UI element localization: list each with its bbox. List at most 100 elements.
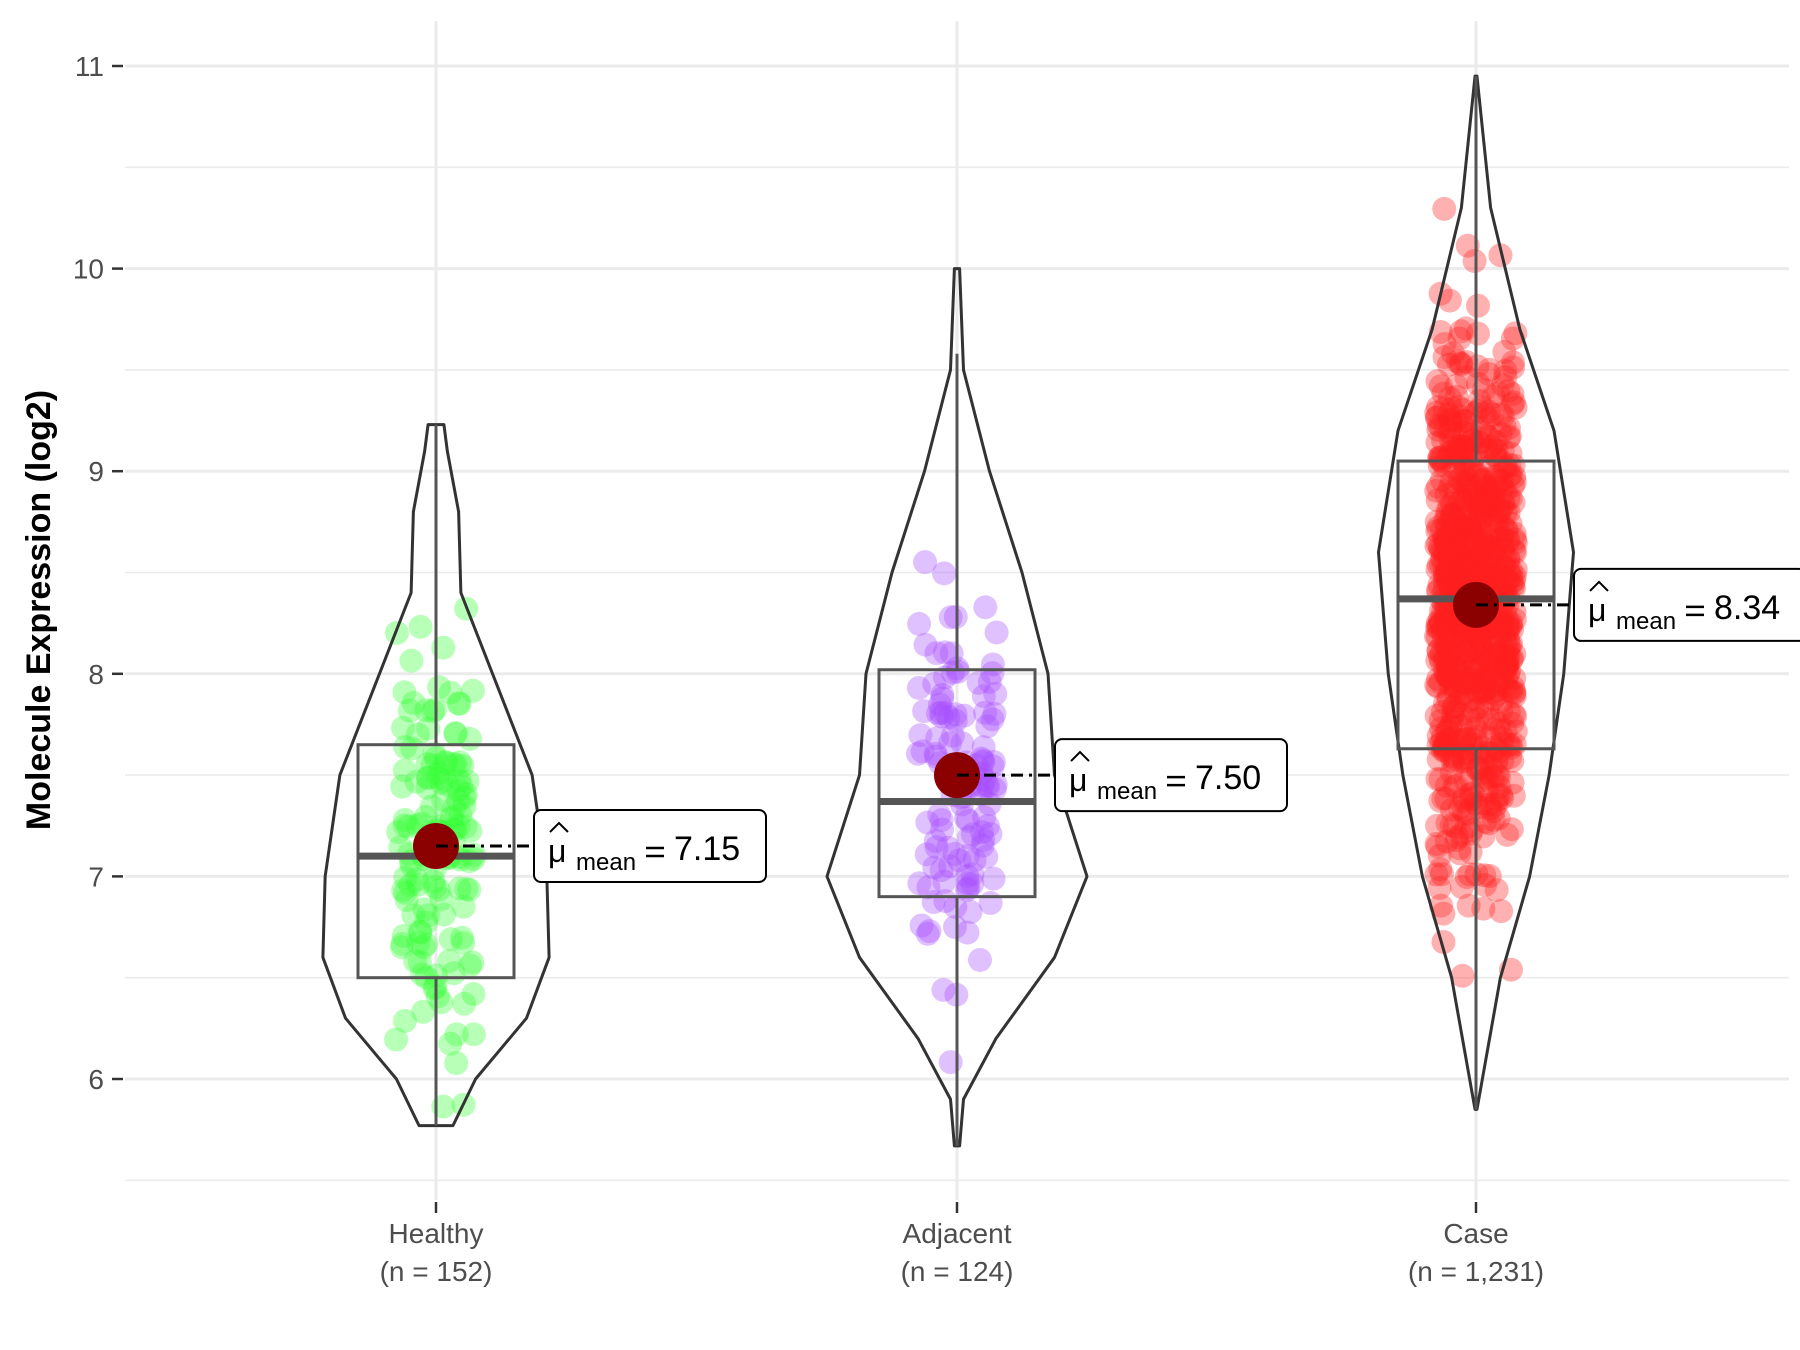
data-point (1502, 666, 1527, 691)
data-point (1468, 654, 1493, 679)
data-point (390, 774, 415, 799)
data-point (915, 921, 940, 946)
data-point (1502, 564, 1527, 589)
data-point (912, 699, 937, 724)
data-point (1490, 512, 1515, 537)
data-point (1459, 538, 1484, 563)
data-point (1425, 430, 1450, 455)
data-point (1494, 666, 1519, 691)
data-point (943, 708, 968, 733)
data-point (1439, 492, 1464, 517)
data-point (1448, 404, 1473, 429)
data-point (1428, 374, 1453, 399)
data-point (1437, 352, 1462, 377)
data-point (1477, 495, 1502, 520)
mean-symbol: μ (1069, 762, 1087, 798)
data-point (1429, 517, 1454, 542)
data-point (1447, 688, 1472, 713)
data-point (1435, 718, 1460, 743)
data-point (426, 766, 451, 791)
data-point (1447, 504, 1472, 529)
data-point (1502, 470, 1527, 495)
data-point (1481, 486, 1506, 511)
data-point (1426, 532, 1451, 557)
data-point (1426, 417, 1451, 442)
data-point (1483, 682, 1508, 707)
data-point (408, 614, 433, 639)
data-point (1444, 534, 1469, 559)
data-point (1432, 569, 1457, 594)
data-point (1434, 619, 1459, 644)
data-point (1445, 523, 1470, 548)
data-point (1479, 534, 1504, 559)
data-point (1468, 630, 1493, 655)
data-point (1465, 399, 1490, 424)
data-point (974, 844, 999, 869)
data-point (1436, 562, 1461, 587)
data-point (1450, 745, 1475, 770)
data-point (1433, 531, 1458, 556)
data-point (1426, 733, 1451, 758)
data-point (971, 735, 996, 760)
data-point (973, 700, 998, 725)
data-point (1500, 382, 1525, 407)
data-point (1501, 702, 1526, 727)
data-point (1456, 641, 1481, 666)
data-point (907, 871, 932, 896)
data-point (1441, 501, 1466, 526)
equals-icon (1167, 775, 1185, 787)
data-point (1468, 638, 1493, 663)
data-point (1489, 698, 1514, 723)
data-point (1434, 559, 1459, 584)
data-point (1433, 561, 1458, 586)
data-point (1454, 670, 1479, 695)
data-point (405, 722, 430, 747)
data-point (1483, 751, 1508, 776)
data-point (1488, 422, 1513, 447)
data-point (1438, 427, 1463, 452)
data-point (1436, 543, 1461, 568)
data-point (1457, 557, 1482, 582)
data-point (1496, 548, 1521, 573)
data-point (915, 810, 940, 835)
data-point (1453, 630, 1478, 655)
data-point (1501, 390, 1526, 415)
data-point (1468, 506, 1493, 531)
data-point (1452, 434, 1477, 459)
data-point (1490, 468, 1515, 493)
data-point (1428, 670, 1453, 695)
data-point (1462, 512, 1487, 537)
data-point (1437, 634, 1462, 659)
data-point (955, 864, 980, 889)
data-point (1491, 659, 1516, 684)
data-point (1437, 494, 1462, 519)
data-point (1482, 652, 1507, 677)
data-point (942, 841, 967, 866)
data-point (390, 715, 415, 740)
data-point (1503, 321, 1528, 346)
mean-label-box (1054, 738, 1288, 813)
data-point (1452, 408, 1477, 433)
data-point (1425, 834, 1450, 859)
data-point (447, 876, 472, 901)
data-point (940, 660, 965, 685)
data-point (1429, 414, 1454, 439)
data-point (1445, 349, 1470, 374)
data-point (1484, 792, 1509, 817)
data-point (1450, 555, 1475, 580)
data-point (407, 950, 432, 975)
data-point (392, 758, 417, 783)
data-point (1467, 493, 1492, 518)
data-point (1500, 392, 1525, 417)
data-point (940, 723, 965, 748)
data-point (416, 765, 441, 790)
data-point (1451, 462, 1476, 487)
data-point (1462, 483, 1487, 508)
mean-subscript: mean (576, 849, 636, 876)
data-point (931, 977, 956, 1002)
data-point (455, 769, 480, 794)
data-point (1497, 424, 1522, 449)
data-point (1444, 409, 1469, 434)
data-point (967, 947, 992, 972)
data-point (1472, 474, 1497, 499)
